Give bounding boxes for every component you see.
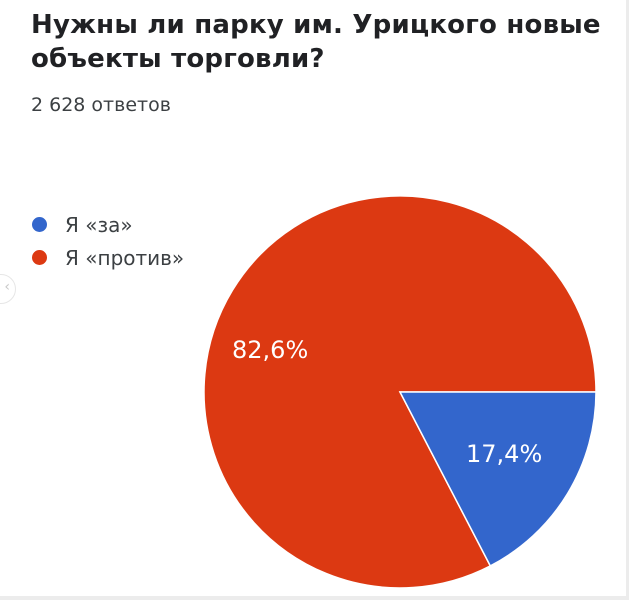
legend-dot-blue-icon: [32, 217, 47, 232]
slice-label-against: 82,6%: [232, 336, 309, 364]
chart-legend: Я «за» Я «против»: [32, 208, 184, 274]
pie-slice-for[interactable]: [398, 391, 597, 567]
chart-title: Нужны ли парку им. Урицкого новые объект…: [31, 10, 601, 74]
response-count: 2 628 ответов: [31, 94, 171, 116]
legend-item-for[interactable]: Я «за»: [32, 208, 184, 241]
chevron-left-icon: ‹: [4, 279, 10, 295]
legend-label: Я «за»: [65, 212, 133, 237]
slice-label-for: 17,4%: [466, 440, 543, 468]
legend-label: Я «против»: [65, 245, 185, 270]
legend-dot-red-icon: [32, 250, 47, 265]
legend-item-against[interactable]: Я «против»: [32, 241, 184, 274]
